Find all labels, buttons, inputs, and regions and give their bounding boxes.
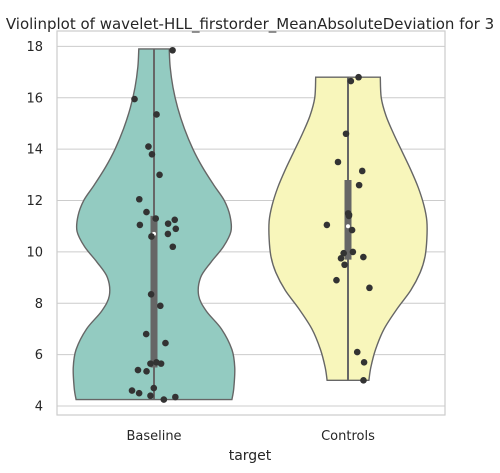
y-tick-label: 6 — [35, 348, 43, 363]
data-point — [148, 150, 156, 158]
y-tick-label: 14 — [26, 143, 43, 158]
y-tick-label: 8 — [35, 297, 43, 312]
x-axis: Baseline Controls — [126, 429, 375, 444]
violins — [72, 48, 428, 401]
y-tick-label: 10 — [26, 245, 43, 260]
inner-boxes — [150, 48, 352, 400]
y-tick-label: 16 — [26, 91, 43, 106]
y-tick-label: 18 — [26, 40, 43, 55]
data-point — [164, 220, 172, 227]
data-point — [142, 330, 150, 338]
data-point — [157, 302, 164, 310]
data-point — [147, 360, 154, 367]
data-point — [337, 255, 345, 262]
data-point — [323, 221, 331, 229]
data-point — [360, 359, 368, 366]
data-point — [136, 221, 144, 229]
data-point — [135, 195, 143, 203]
data-point — [342, 130, 350, 138]
data-point — [349, 248, 357, 256]
chart-title: Violinplot of wavelet-HLL_firstorder_Mea… — [6, 15, 494, 34]
data-point — [334, 158, 342, 166]
data-point — [348, 226, 356, 234]
data-point — [156, 171, 163, 179]
data-point — [152, 215, 160, 222]
data-point — [333, 276, 340, 284]
data-point — [147, 392, 154, 400]
data-point — [134, 366, 142, 374]
data-point — [169, 243, 177, 251]
x-tick-label: Baseline — [126, 429, 181, 444]
data-point — [150, 384, 158, 392]
x-tick-label: Controls — [321, 429, 375, 444]
data-point — [345, 212, 353, 220]
median-marker — [346, 224, 350, 229]
data-point — [162, 339, 169, 347]
data-point — [172, 393, 179, 401]
data-point — [341, 261, 348, 269]
data-point — [135, 389, 143, 397]
data-point — [148, 233, 155, 240]
data-point — [366, 284, 373, 292]
data-point — [171, 216, 179, 224]
data-point — [355, 73, 362, 81]
data-point — [128, 387, 136, 394]
data-point — [360, 377, 367, 384]
data-point — [172, 225, 180, 233]
x-axis-label: target — [229, 448, 272, 464]
data-point — [347, 77, 355, 85]
data-point — [358, 167, 366, 175]
data-point — [164, 230, 172, 238]
data-point — [143, 368, 150, 375]
data-point — [160, 396, 168, 403]
plot-frame — [56, 30, 446, 416]
data-point — [360, 253, 367, 261]
y-tick-label: 4 — [35, 400, 43, 415]
data-point — [353, 348, 361, 356]
data-points — [128, 46, 373, 403]
data-point — [153, 111, 160, 118]
data-point — [169, 46, 176, 54]
data-point — [340, 249, 347, 257]
data-point — [355, 181, 363, 189]
data-point — [147, 290, 155, 298]
y-tick-label: 12 — [26, 194, 43, 209]
data-point — [145, 143, 152, 150]
data-point — [157, 360, 165, 367]
y-axis: 4 6 8 10 12 14 16 18 — [26, 40, 43, 415]
data-point — [131, 95, 138, 103]
data-point — [143, 208, 150, 216]
